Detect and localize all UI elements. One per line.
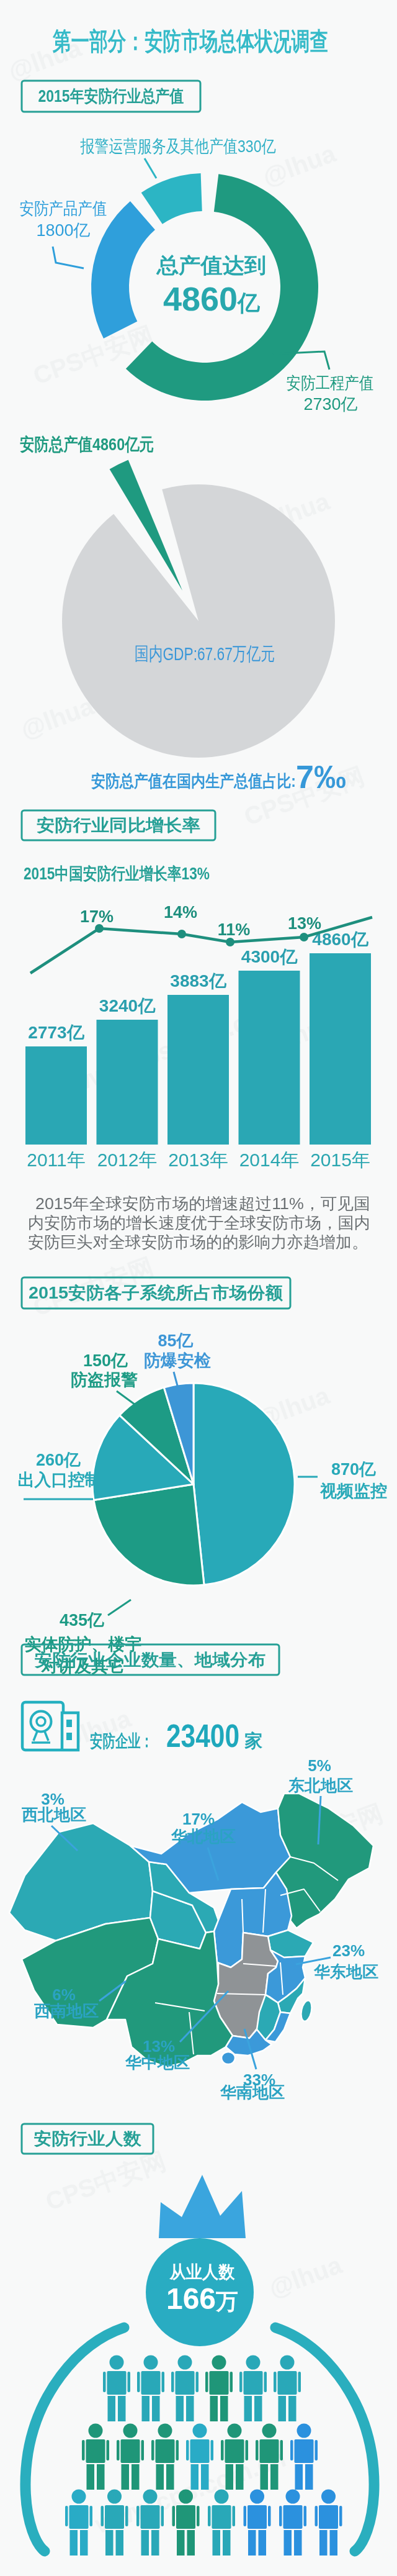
- svg-text:报警运营服务及其他产值330亿: 报警运营服务及其他产值330亿: [80, 137, 276, 156]
- svg-text:2011年: 2011年: [27, 1150, 86, 1170]
- gdp-ratio-line: 安防总产值在国内生产总值占比:7‰: [91, 759, 346, 795]
- svg-text:17%: 17%: [80, 907, 114, 926]
- svg-text:防盗报警: 防盗报警: [71, 1371, 138, 1389]
- svg-text:13%: 13%: [288, 914, 321, 933]
- share-label-explosion: 85亿 防爆安检: [144, 1331, 211, 1388]
- svg-text:安防企业：: 安防企业：: [90, 1731, 153, 1751]
- gdp-caption: 安防总产值4860亿元: [20, 435, 154, 454]
- svg-text:23400: 23400: [166, 1718, 239, 1754]
- subsystem-share-pie: [92, 1383, 295, 1585]
- svg-text:CPS中安网: CPS中安网: [42, 2147, 169, 2216]
- svg-text:www.cps.com.cn: www.cps.com.cn: [66, 1004, 265, 1098]
- gdp-value-label: 国内GDP:67.67万亿元: [135, 643, 275, 664]
- svg-text:260亿: 260亿: [36, 1451, 81, 1469]
- section3-header-label: 2015安防各子系统所占市场份额: [29, 1284, 283, 1302]
- svg-text:2012年: 2012年: [97, 1150, 158, 1170]
- svg-text:1800亿: 1800亿: [36, 221, 90, 240]
- svg-text:435亿: 435亿: [60, 1611, 104, 1630]
- svg-text:内安防市场的增长速度优于全球安防市场，国内: 内安防市场的增长速度优于全球安防市场，国内: [28, 1213, 370, 1232]
- map-region-taiwan: [300, 2000, 314, 2023]
- bar-chart-output-by-year: 2773亿 2011年 3240亿 2012年 3883亿 2013年 4300亿 2014年…: [25, 930, 371, 1170]
- svg-text:华北地区: 华北地区: [171, 1827, 236, 1846]
- svg-text:华南地区: 华南地区: [220, 2083, 285, 2102]
- section5-header: 安防行业人数: [22, 2124, 153, 2154]
- share-label-burglar: 150亿 防盗报警: [71, 1351, 138, 1405]
- section2-header-label: 安防行业同比增长率: [37, 816, 200, 835]
- infographic-page: @lhua @lhua CPS中安网 @lhua @lhua CPS中安网 ww…: [0, 0, 397, 2576]
- section1-header: 2015年安防行业总产值: [22, 81, 200, 112]
- people-icon-rows: [65, 2356, 342, 2556]
- svg-text:3883亿: 3883亿: [170, 971, 226, 991]
- section5-header-label: 安防行业人数: [34, 2129, 142, 2148]
- svg-text:视频监控: 视频监控: [319, 1482, 387, 1500]
- crown-icon: [159, 2175, 246, 2238]
- svg-text:安防产品产值: 安防产品产值: [20, 199, 107, 218]
- section2-header: 安防行业同比增长率: [22, 810, 215, 840]
- svg-text:17%: 17%: [182, 1810, 215, 1828]
- donut-callout-alarm: [145, 158, 156, 178]
- svg-text:家: 家: [244, 1731, 262, 1751]
- donut-center-label: 总产值达到 4860亿: [156, 253, 266, 317]
- svg-text:2013年: 2013年: [168, 1150, 228, 1170]
- share-label-access: 260亿 出入口控制: [18, 1451, 102, 1499]
- section1-header-label: 2015年安防行业总产值: [38, 87, 184, 106]
- svg-text:23%: 23%: [332, 1941, 365, 1960]
- svg-text:2014年: 2014年: [239, 1150, 300, 1170]
- workforce-label: 从业人数: [169, 2262, 236, 2282]
- svg-text:11%: 11%: [218, 920, 251, 939]
- svg-text:@lhua: @lhua: [17, 692, 98, 743]
- page-title: 第一部分：安防市场总体状况调查: [52, 27, 328, 55]
- security-company-icon: [22, 1702, 78, 1750]
- svg-text:4300亿: 4300亿: [241, 947, 298, 966]
- svg-text:华东地区: 华东地区: [313, 1962, 378, 1981]
- svg-text:5%: 5%: [308, 1756, 331, 1775]
- svg-text:2773亿: 2773亿: [28, 1023, 84, 1042]
- share-label-video: 870亿 视频监控: [298, 1460, 387, 1500]
- section4-header-label: 安防行业企业数量、地域分布: [35, 1651, 266, 1669]
- donut-callout-product: [53, 247, 84, 268]
- growth-subtitle: 2015中国安防行业增长率13%: [24, 864, 210, 883]
- svg-text:4860亿: 4860亿: [163, 280, 261, 317]
- svg-text:安防工程产值: 安防工程产值: [287, 374, 374, 392]
- svg-text:华中地区: 华中地区: [125, 2053, 190, 2072]
- svg-text:防爆安检: 防爆安检: [144, 1351, 211, 1370]
- svg-text:14%: 14%: [164, 903, 197, 922]
- svg-text:2730亿: 2730亿: [303, 395, 357, 414]
- market-paragraph: 2015年全球安防市场的增速超过11%，可见国 内安防市场的增长速度优于全球安防…: [28, 1194, 370, 1251]
- svg-text:150亿: 150亿: [83, 1351, 128, 1370]
- svg-text:870亿: 870亿: [331, 1460, 376, 1479]
- svg-text:85亿: 85亿: [158, 1331, 193, 1350]
- svg-text:西北地区: 西北地区: [22, 1805, 86, 1824]
- svg-text:3240亿: 3240亿: [99, 996, 156, 1015]
- svg-text:@lhua: @lhua: [265, 2251, 346, 2302]
- svg-text:2015年: 2015年: [310, 1150, 370, 1170]
- svg-text:出入口控制: 出入口控制: [18, 1471, 102, 1489]
- donut-label-product: 安防产品产值 1800亿: [20, 199, 107, 268]
- svg-text:总产值达到: 总产值达到: [156, 253, 266, 277]
- svg-text:2015年全球安防市场的增速超过11%，可见国: 2015年全球安防市场的增速超过11%，可见国: [35, 1194, 370, 1213]
- svg-text:西南地区: 西南地区: [34, 2002, 99, 2020]
- svg-text:CPS中安网: CPS中安网: [30, 321, 157, 390]
- svg-text:安防巨头对全球安防市场的的影响力亦趋增加。: 安防巨头对全球安防市场的的影响力亦趋增加。: [28, 1233, 368, 1251]
- donut-label-alarm: 报警运营服务及其他产值330亿: [80, 137, 276, 178]
- svg-text:东北地区: 东北地区: [288, 1776, 353, 1795]
- map-region-hainan: [221, 2052, 235, 2064]
